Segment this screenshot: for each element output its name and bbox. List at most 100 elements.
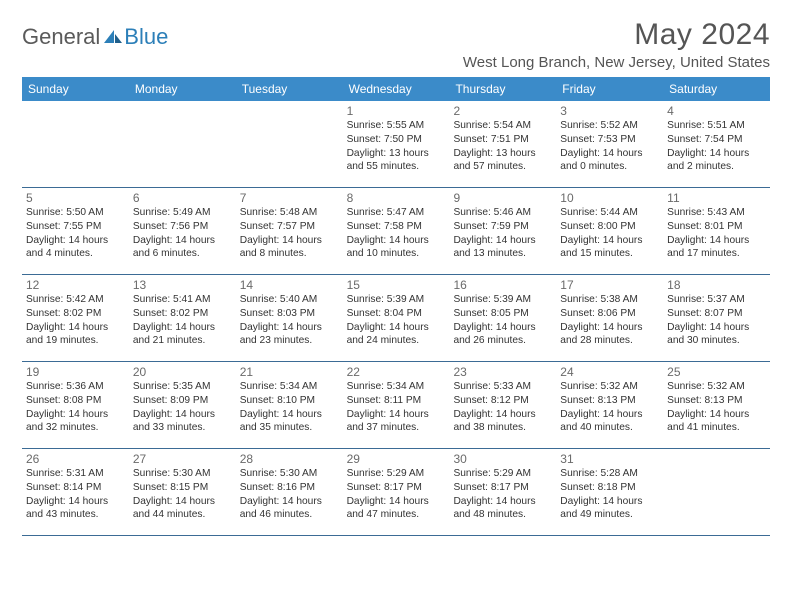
day-info: Sunrise: 5:39 AMSunset: 8:05 PMDaylight:… (453, 293, 552, 348)
day-cell (236, 101, 343, 187)
header: General Blue May 2024 West Long Branch, … (22, 18, 770, 71)
day-cell: 12Sunrise: 5:42 AMSunset: 8:02 PMDayligh… (22, 275, 129, 361)
day-info: Sunrise: 5:47 AMSunset: 7:58 PMDaylight:… (347, 206, 446, 261)
day-info: Sunrise: 5:52 AMSunset: 7:53 PMDaylight:… (560, 119, 659, 174)
logo-text-2: Blue (124, 24, 168, 50)
day-cell: 5Sunrise: 5:50 AMSunset: 7:55 PMDaylight… (22, 188, 129, 274)
day-number: 19 (26, 365, 125, 379)
day-number: 21 (240, 365, 339, 379)
day-number: 4 (667, 104, 766, 118)
day-cell: 30Sunrise: 5:29 AMSunset: 8:17 PMDayligh… (449, 449, 556, 535)
day-cell: 2Sunrise: 5:54 AMSunset: 7:51 PMDaylight… (449, 101, 556, 187)
day-header-cell: Friday (556, 77, 663, 101)
day-info: Sunrise: 5:38 AMSunset: 8:06 PMDaylight:… (560, 293, 659, 348)
day-cell: 8Sunrise: 5:47 AMSunset: 7:58 PMDaylight… (343, 188, 450, 274)
day-number: 7 (240, 191, 339, 205)
day-number: 16 (453, 278, 552, 292)
day-info: Sunrise: 5:55 AMSunset: 7:50 PMDaylight:… (347, 119, 446, 174)
day-number: 27 (133, 452, 232, 466)
day-number: 11 (667, 191, 766, 205)
week-row: 5Sunrise: 5:50 AMSunset: 7:55 PMDaylight… (22, 188, 770, 275)
day-cell (22, 101, 129, 187)
day-info: Sunrise: 5:37 AMSunset: 8:07 PMDaylight:… (667, 293, 766, 348)
day-header-cell: Sunday (22, 77, 129, 101)
day-info: Sunrise: 5:36 AMSunset: 8:08 PMDaylight:… (26, 380, 125, 435)
day-info: Sunrise: 5:54 AMSunset: 7:51 PMDaylight:… (453, 119, 552, 174)
day-cell: 1Sunrise: 5:55 AMSunset: 7:50 PMDaylight… (343, 101, 450, 187)
week-row: 12Sunrise: 5:42 AMSunset: 8:02 PMDayligh… (22, 275, 770, 362)
day-info: Sunrise: 5:31 AMSunset: 8:14 PMDaylight:… (26, 467, 125, 522)
day-number: 30 (453, 452, 552, 466)
day-number: 1 (347, 104, 446, 118)
day-info: Sunrise: 5:35 AMSunset: 8:09 PMDaylight:… (133, 380, 232, 435)
day-cell: 28Sunrise: 5:30 AMSunset: 8:16 PMDayligh… (236, 449, 343, 535)
day-number: 3 (560, 104, 659, 118)
day-number: 20 (133, 365, 232, 379)
day-number: 28 (240, 452, 339, 466)
day-cell: 14Sunrise: 5:40 AMSunset: 8:03 PMDayligh… (236, 275, 343, 361)
week-row: 26Sunrise: 5:31 AMSunset: 8:14 PMDayligh… (22, 449, 770, 536)
day-cell: 10Sunrise: 5:44 AMSunset: 8:00 PMDayligh… (556, 188, 663, 274)
day-cell: 21Sunrise: 5:34 AMSunset: 8:10 PMDayligh… (236, 362, 343, 448)
day-info: Sunrise: 5:28 AMSunset: 8:18 PMDaylight:… (560, 467, 659, 522)
logo-text-1: General (22, 24, 100, 50)
day-header-cell: Saturday (663, 77, 770, 101)
day-number: 12 (26, 278, 125, 292)
day-number: 10 (560, 191, 659, 205)
week-row: 19Sunrise: 5:36 AMSunset: 8:08 PMDayligh… (22, 362, 770, 449)
day-info: Sunrise: 5:50 AMSunset: 7:55 PMDaylight:… (26, 206, 125, 261)
day-info: Sunrise: 5:32 AMSunset: 8:13 PMDaylight:… (667, 380, 766, 435)
day-cell: 26Sunrise: 5:31 AMSunset: 8:14 PMDayligh… (22, 449, 129, 535)
day-header-cell: Thursday (449, 77, 556, 101)
day-info: Sunrise: 5:33 AMSunset: 8:12 PMDaylight:… (453, 380, 552, 435)
day-cell: 27Sunrise: 5:30 AMSunset: 8:15 PMDayligh… (129, 449, 236, 535)
day-cell: 19Sunrise: 5:36 AMSunset: 8:08 PMDayligh… (22, 362, 129, 448)
day-cell: 9Sunrise: 5:46 AMSunset: 7:59 PMDaylight… (449, 188, 556, 274)
day-cell: 11Sunrise: 5:43 AMSunset: 8:01 PMDayligh… (663, 188, 770, 274)
day-info: Sunrise: 5:44 AMSunset: 8:00 PMDaylight:… (560, 206, 659, 261)
day-number: 5 (26, 191, 125, 205)
day-info: Sunrise: 5:34 AMSunset: 8:10 PMDaylight:… (240, 380, 339, 435)
day-number: 18 (667, 278, 766, 292)
day-cell: 7Sunrise: 5:48 AMSunset: 7:57 PMDaylight… (236, 188, 343, 274)
day-info: Sunrise: 5:30 AMSunset: 8:16 PMDaylight:… (240, 467, 339, 522)
week-row: 1Sunrise: 5:55 AMSunset: 7:50 PMDaylight… (22, 101, 770, 188)
day-cell: 24Sunrise: 5:32 AMSunset: 8:13 PMDayligh… (556, 362, 663, 448)
day-info: Sunrise: 5:43 AMSunset: 8:01 PMDaylight:… (667, 206, 766, 261)
logo: General Blue (22, 18, 168, 50)
month-title: May 2024 (463, 18, 770, 52)
day-cell: 15Sunrise: 5:39 AMSunset: 8:04 PMDayligh… (343, 275, 450, 361)
day-info: Sunrise: 5:41 AMSunset: 8:02 PMDaylight:… (133, 293, 232, 348)
day-info: Sunrise: 5:30 AMSunset: 8:15 PMDaylight:… (133, 467, 232, 522)
day-number: 14 (240, 278, 339, 292)
day-info: Sunrise: 5:29 AMSunset: 8:17 PMDaylight:… (453, 467, 552, 522)
day-cell: 31Sunrise: 5:28 AMSunset: 8:18 PMDayligh… (556, 449, 663, 535)
day-info: Sunrise: 5:46 AMSunset: 7:59 PMDaylight:… (453, 206, 552, 261)
day-cell: 25Sunrise: 5:32 AMSunset: 8:13 PMDayligh… (663, 362, 770, 448)
day-number: 2 (453, 104, 552, 118)
day-cell: 4Sunrise: 5:51 AMSunset: 7:54 PMDaylight… (663, 101, 770, 187)
day-number: 6 (133, 191, 232, 205)
day-cell: 23Sunrise: 5:33 AMSunset: 8:12 PMDayligh… (449, 362, 556, 448)
day-number: 9 (453, 191, 552, 205)
day-cell (663, 449, 770, 535)
day-info: Sunrise: 5:51 AMSunset: 7:54 PMDaylight:… (667, 119, 766, 174)
day-cell: 29Sunrise: 5:29 AMSunset: 8:17 PMDayligh… (343, 449, 450, 535)
day-cell: 20Sunrise: 5:35 AMSunset: 8:09 PMDayligh… (129, 362, 236, 448)
calendar: SundayMondayTuesdayWednesdayThursdayFrid… (22, 77, 770, 536)
day-info: Sunrise: 5:39 AMSunset: 8:04 PMDaylight:… (347, 293, 446, 348)
day-cell: 16Sunrise: 5:39 AMSunset: 8:05 PMDayligh… (449, 275, 556, 361)
day-cell: 6Sunrise: 5:49 AMSunset: 7:56 PMDaylight… (129, 188, 236, 274)
day-header-cell: Wednesday (343, 77, 450, 101)
day-number: 15 (347, 278, 446, 292)
day-info: Sunrise: 5:32 AMSunset: 8:13 PMDaylight:… (560, 380, 659, 435)
day-number: 22 (347, 365, 446, 379)
day-cell: 22Sunrise: 5:34 AMSunset: 8:11 PMDayligh… (343, 362, 450, 448)
day-number: 31 (560, 452, 659, 466)
day-cell (129, 101, 236, 187)
day-info: Sunrise: 5:29 AMSunset: 8:17 PMDaylight:… (347, 467, 446, 522)
day-cell: 3Sunrise: 5:52 AMSunset: 7:53 PMDaylight… (556, 101, 663, 187)
day-number: 29 (347, 452, 446, 466)
day-number: 23 (453, 365, 552, 379)
location: West Long Branch, New Jersey, United Sta… (463, 54, 770, 71)
